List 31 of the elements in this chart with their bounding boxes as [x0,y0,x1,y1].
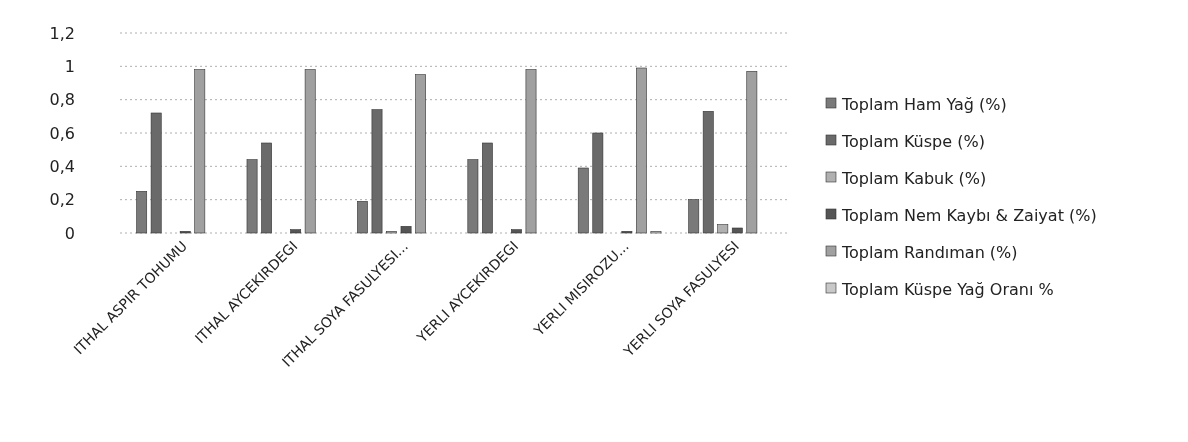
y-tick-label: 0,6 [49,123,75,143]
y-tick-label: 1 [64,56,75,76]
bar [592,132,604,234]
y-tick-label: 0,4 [49,156,75,176]
bar [525,69,537,234]
y-tick-label: 0,2 [49,190,75,210]
bar [482,142,493,234]
bar [357,201,368,234]
legend-label: Toplam Kabuk (%) [841,168,987,188]
bar [511,229,522,234]
legend-label: Toplam Küspe Yağ Oranı % [841,279,1054,299]
bar [731,227,743,234]
legend-label: Toplam Nem Kaybı & Zaiyat (%) [841,205,1097,225]
bar [290,229,302,234]
bar [702,111,714,234]
bar [246,159,258,234]
y-tick-label: 0 [64,223,75,243]
bar [150,112,162,234]
y-tick-label: 1,2 [49,23,75,43]
bar [400,226,412,234]
legend-label: Toplam Randıman (%) [841,242,1018,262]
bar [136,191,148,234]
bar [467,159,479,234]
bar [261,142,272,234]
legend-label: Toplam Küspe (%) [841,131,985,151]
legend-label: Toplam Ham Yağ (%) [841,94,1007,114]
bar [688,199,700,234]
y-tick-label: 0,8 [49,90,75,110]
bar [717,224,729,234]
bar [371,109,383,234]
bar [577,167,589,234]
